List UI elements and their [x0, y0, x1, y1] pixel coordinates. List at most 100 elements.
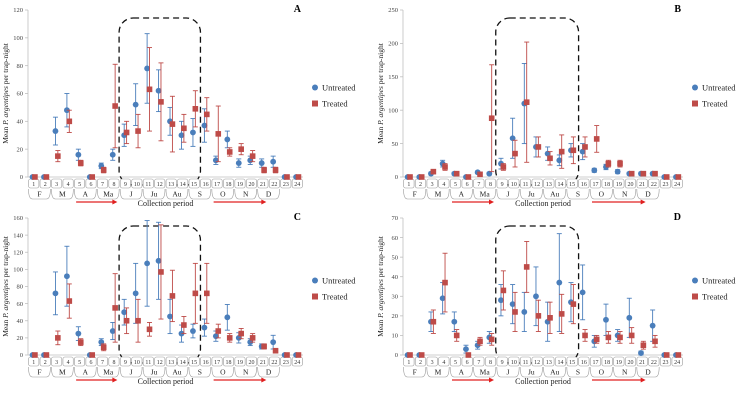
- treated-point: [652, 170, 658, 177]
- y-tick-label: 10: [392, 333, 399, 340]
- treated-point: [295, 174, 302, 180]
- period-number: 17: [214, 360, 220, 366]
- period-box: [257, 178, 269, 189]
- period-number: 7: [477, 360, 480, 366]
- month-label: J: [130, 368, 133, 377]
- untreated-point: [463, 346, 469, 353]
- spray-arrow-head: [112, 377, 118, 383]
- period-box: [473, 356, 485, 367]
- treated-point: [215, 131, 222, 137]
- legend-treated-label: Treated: [322, 99, 348, 109]
- month-label: Ju: [528, 190, 535, 199]
- period-box: [223, 178, 234, 189]
- period-number: 17: [593, 182, 599, 188]
- y-tick-label: 0: [395, 174, 398, 181]
- period-number: 3: [431, 182, 434, 188]
- treated-point: [100, 167, 107, 173]
- period-box: [74, 178, 86, 189]
- treated-point: [204, 290, 210, 297]
- legend-untreated-label: Untreated: [702, 83, 736, 93]
- period-number: 19: [616, 360, 622, 366]
- period-box: [223, 356, 234, 367]
- period-box: [473, 178, 485, 189]
- y-label-prefix: Mean: [376, 318, 385, 337]
- treated-point: [488, 115, 495, 122]
- month-label: F: [413, 368, 417, 377]
- y-tick-label: 40: [392, 274, 399, 281]
- untreated-point: [75, 330, 82, 337]
- treated-point: [192, 106, 199, 112]
- period-box: [613, 356, 625, 367]
- period-box: [62, 178, 74, 189]
- month-label: A: [83, 190, 89, 199]
- y-tick-label: 20: [17, 335, 24, 342]
- period-box: [426, 356, 438, 367]
- month-bracket: [165, 366, 189, 378]
- spray-arrow-head: [640, 377, 646, 383]
- treated-point: [66, 298, 73, 304]
- y-label-suffix: per trap-night: [1, 235, 10, 279]
- period-box: [566, 178, 578, 189]
- x-axis-label: Collection period: [515, 377, 571, 386]
- treated-point: [430, 318, 437, 325]
- month-label: S: [576, 190, 580, 199]
- period-number: 5: [78, 182, 81, 188]
- period-box: [245, 178, 257, 189]
- treated-point: [43, 174, 50, 180]
- month-label: Ju: [151, 190, 158, 199]
- period-number: 15: [569, 360, 575, 366]
- period-box: [648, 356, 660, 367]
- month-label: J: [130, 190, 133, 199]
- treated-point: [158, 269, 164, 275]
- period-number: 19: [237, 182, 243, 188]
- period-box: [97, 356, 108, 367]
- month-bracket: [496, 188, 520, 200]
- month-bracket: [403, 366, 427, 378]
- period-box: [519, 356, 532, 367]
- period-box: [531, 356, 543, 367]
- period-box: [589, 356, 602, 367]
- period-box: [449, 178, 462, 189]
- y-tick-label: 140: [13, 232, 23, 239]
- month-bracket: [234, 188, 257, 200]
- untreated-point: [201, 324, 208, 331]
- period-number: 7: [101, 182, 104, 188]
- period-number: 10: [511, 182, 517, 188]
- period-number: 21: [260, 360, 266, 366]
- treated-point: [453, 170, 460, 177]
- untreated-point: [439, 295, 446, 302]
- untreated-point: [155, 257, 162, 264]
- treated-point: [593, 336, 600, 343]
- month-bracket: [51, 366, 74, 378]
- treated-point: [442, 279, 448, 286]
- treated-point: [284, 174, 290, 180]
- month-bracket: [566, 188, 590, 200]
- period-number: 4: [442, 182, 445, 188]
- month-bracket: [449, 366, 473, 378]
- period-number: 22: [651, 182, 657, 188]
- period-box: [543, 178, 555, 189]
- period-box: [142, 178, 154, 189]
- period-number: 1: [32, 182, 35, 188]
- treated-point: [418, 174, 425, 180]
- period-box: [97, 178, 108, 189]
- month-label: F: [37, 368, 41, 377]
- period-number: 21: [639, 360, 645, 366]
- treated-point: [32, 174, 38, 180]
- period-box: [119, 356, 131, 367]
- period-box: [268, 178, 280, 189]
- period-box: [496, 178, 508, 189]
- month-label: Ma: [103, 368, 114, 377]
- untreated-point: [235, 160, 242, 166]
- highlight-box: [118, 225, 202, 364]
- untreated-point: [224, 136, 231, 143]
- untreated-point: [603, 316, 609, 323]
- treated-point: [249, 335, 256, 341]
- month-bracket: [519, 366, 543, 378]
- treated-point: [605, 334, 612, 341]
- period-number: 6: [90, 182, 93, 188]
- legend-treated-marker: [312, 293, 318, 300]
- untreated-point: [132, 290, 139, 297]
- month-label: Au: [172, 190, 181, 199]
- treated-point: [169, 121, 176, 127]
